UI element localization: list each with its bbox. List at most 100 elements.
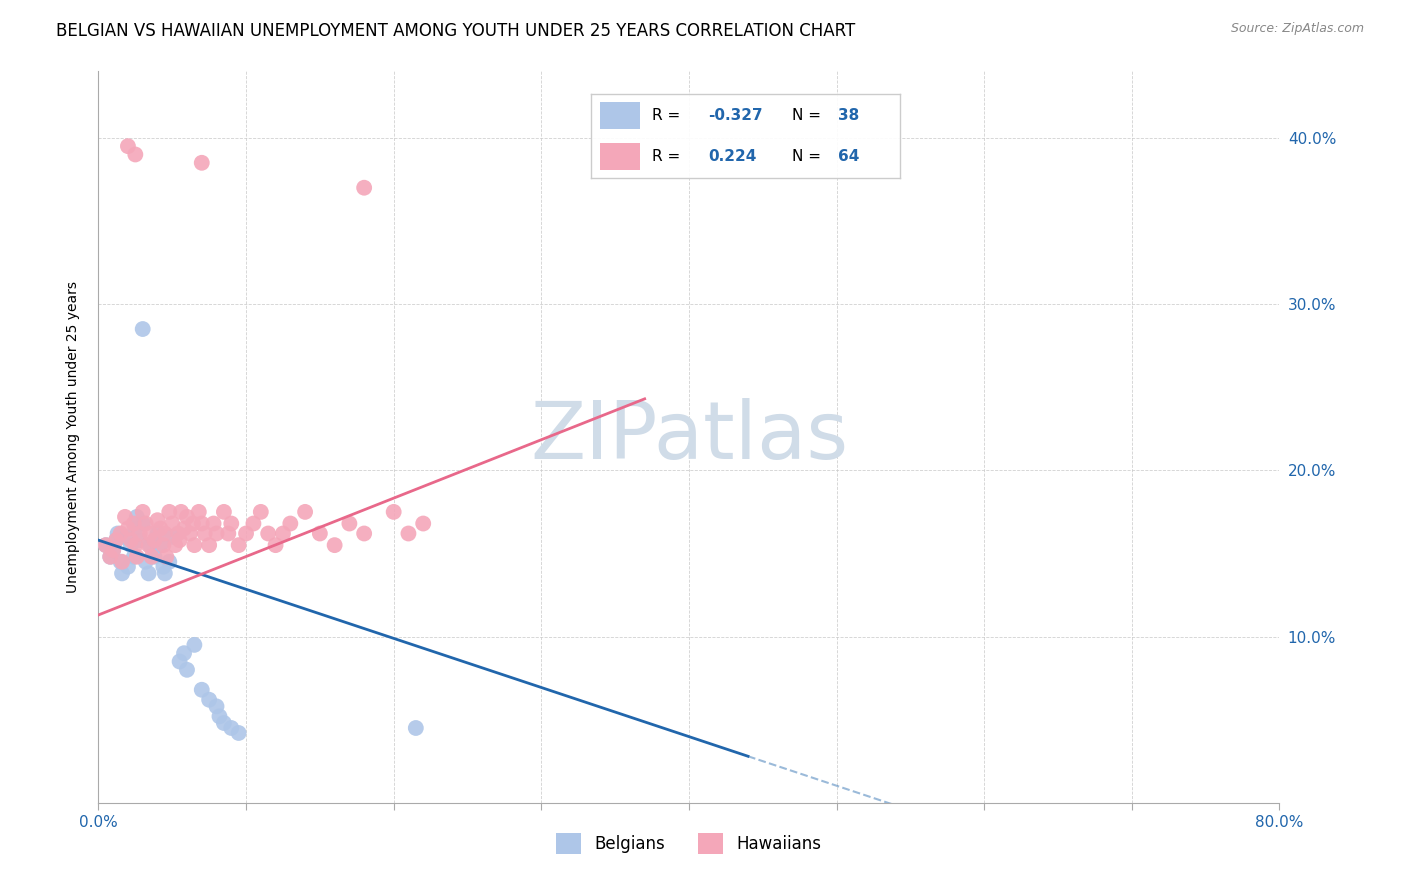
Point	[153, 526, 176, 541]
Point	[132, 322, 155, 336]
Point	[271, 526, 294, 541]
Point	[139, 526, 162, 541]
Point	[412, 516, 434, 531]
Point	[152, 538, 174, 552]
Point	[110, 526, 132, 541]
Point	[122, 549, 145, 564]
Point	[194, 526, 217, 541]
Point	[124, 538, 146, 552]
Point	[128, 533, 150, 548]
Point	[105, 533, 128, 548]
Point	[183, 638, 205, 652]
Point	[309, 526, 332, 541]
Point	[98, 549, 121, 564]
Point	[382, 505, 405, 519]
Point	[217, 526, 239, 541]
Point	[173, 521, 195, 535]
Point	[353, 526, 375, 541]
Point	[208, 709, 231, 723]
Text: R =: R =	[652, 108, 686, 123]
Point	[135, 555, 157, 569]
Point	[107, 526, 129, 541]
Point	[98, 549, 121, 564]
Point	[228, 538, 250, 552]
Point	[103, 543, 125, 558]
Point	[170, 505, 193, 519]
Point	[94, 538, 117, 552]
Text: N =: N =	[792, 108, 825, 123]
Point	[198, 538, 221, 552]
Text: ZIPatlas: ZIPatlas	[530, 398, 848, 476]
Point	[157, 505, 180, 519]
Text: R =: R =	[652, 149, 690, 164]
Point	[110, 555, 132, 569]
Point	[120, 533, 142, 548]
Point	[176, 509, 198, 524]
Legend: Belgians, Hawaiians: Belgians, Hawaiians	[550, 827, 828, 860]
Point	[179, 526, 201, 541]
Point	[117, 139, 139, 153]
Point	[339, 516, 361, 531]
FancyBboxPatch shape	[600, 103, 640, 129]
Point	[191, 155, 214, 169]
Point	[198, 692, 221, 706]
Point	[212, 505, 235, 519]
Point	[149, 538, 172, 552]
Text: 38: 38	[838, 108, 859, 123]
Point	[221, 721, 243, 735]
Point	[124, 521, 146, 535]
Point	[114, 509, 136, 524]
Point	[280, 516, 302, 531]
Point	[141, 549, 163, 564]
Point	[162, 530, 183, 544]
Point	[323, 538, 346, 552]
Point	[169, 655, 191, 669]
Point	[176, 663, 198, 677]
Point	[139, 538, 162, 552]
Point	[143, 549, 166, 564]
Point	[169, 533, 191, 548]
Point	[94, 538, 117, 552]
Point	[173, 646, 195, 660]
Point	[353, 180, 375, 194]
Point	[235, 526, 257, 541]
Point	[135, 516, 157, 531]
Point	[128, 526, 150, 541]
Text: N =: N =	[792, 149, 825, 164]
Point	[138, 566, 160, 581]
Point	[162, 516, 183, 531]
Point	[117, 521, 139, 535]
Point	[138, 538, 160, 552]
Text: 64: 64	[838, 149, 859, 164]
Point	[155, 549, 177, 564]
Text: -0.327: -0.327	[709, 108, 762, 123]
Point	[143, 533, 166, 548]
Point	[212, 716, 235, 731]
Text: 0.224: 0.224	[709, 149, 756, 164]
Point	[132, 516, 155, 531]
FancyBboxPatch shape	[600, 143, 640, 169]
Point	[111, 555, 134, 569]
Point	[103, 543, 125, 558]
Point	[125, 509, 148, 524]
Text: Source: ZipAtlas.com: Source: ZipAtlas.com	[1230, 22, 1364, 36]
Point	[294, 505, 316, 519]
Point	[202, 516, 225, 531]
Point	[120, 538, 142, 552]
Point	[114, 530, 136, 544]
Point	[152, 559, 174, 574]
Point	[153, 566, 176, 581]
Point	[264, 538, 287, 552]
Point	[125, 549, 148, 564]
Text: BELGIAN VS HAWAIIAN UNEMPLOYMENT AMONG YOUTH UNDER 25 YEARS CORRELATION CHART: BELGIAN VS HAWAIIAN UNEMPLOYMENT AMONG Y…	[56, 22, 855, 40]
Point	[221, 516, 243, 531]
Point	[398, 526, 420, 541]
Point	[250, 505, 273, 519]
Point	[165, 538, 187, 552]
Point	[257, 526, 280, 541]
Point	[205, 699, 228, 714]
Point	[124, 147, 146, 161]
Point	[149, 521, 172, 535]
Point	[122, 516, 145, 531]
Point	[111, 566, 134, 581]
